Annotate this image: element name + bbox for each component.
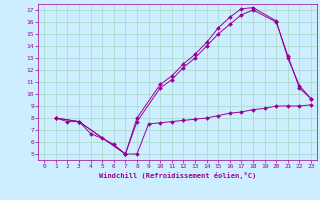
X-axis label: Windchill (Refroidissement éolien,°C): Windchill (Refroidissement éolien,°C) (99, 172, 256, 179)
